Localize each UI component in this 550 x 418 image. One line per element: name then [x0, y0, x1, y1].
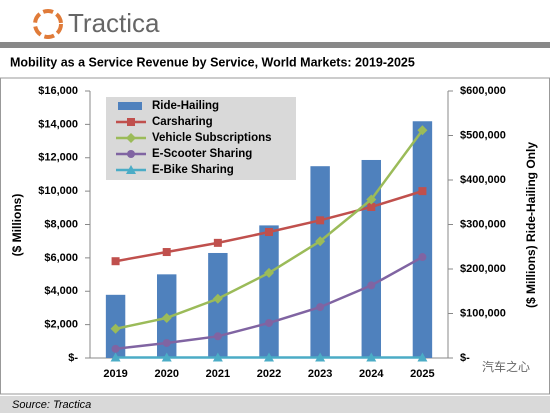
y2-tick-label: $500,000 [460, 129, 506, 141]
logo-icon [33, 9, 63, 39]
marker [316, 303, 325, 312]
watermark: 汽车之心 [482, 359, 530, 374]
y2-tick-label: $- [460, 352, 470, 364]
source-bar [0, 396, 550, 413]
y2-tick-label: $200,000 [460, 263, 506, 275]
marker [367, 202, 376, 211]
marker [316, 216, 325, 225]
y2-tick-label: $300,000 [460, 218, 506, 230]
x-tick-label: 2024 [359, 368, 384, 380]
marker [126, 133, 136, 143]
legend-label: Carsharing [152, 116, 213, 128]
y2-tick-label: $100,000 [460, 307, 506, 319]
marker [418, 187, 427, 196]
chart-title: Mobility as a Service Revenue by Service… [10, 55, 415, 69]
legend-swatch [118, 102, 142, 110]
marker [264, 267, 274, 278]
marker [162, 338, 171, 347]
marker [161, 312, 172, 323]
marker [213, 238, 222, 247]
y-tick-label: $14,000 [38, 118, 78, 130]
marker [367, 281, 376, 290]
marker [366, 194, 377, 205]
marker [417, 352, 428, 362]
bar [412, 121, 433, 358]
marker [418, 253, 427, 262]
marker [126, 165, 136, 174]
marker [315, 236, 326, 247]
header-bar [0, 42, 550, 48]
marker [110, 352, 121, 362]
bar [208, 252, 228, 358]
source: Source: Tractica [12, 399, 91, 411]
y-tick-label: $12,000 [38, 152, 78, 164]
x-tick-label: 2023 [308, 368, 332, 380]
legend-label: Vehicle Subscriptions [152, 132, 272, 144]
marker [162, 248, 171, 257]
legend-label: E-Scooter Sharing [152, 148, 252, 160]
marker [110, 323, 121, 334]
x-tick-label: 2022 [257, 368, 281, 380]
marker [213, 332, 222, 341]
x-tick-label: 2025 [410, 368, 434, 380]
marker [417, 125, 428, 136]
x-tick-label: 2019 [103, 368, 127, 380]
brand: Tractica [68, 8, 160, 38]
marker [212, 293, 223, 304]
y-tick-label: $2,000 [44, 319, 78, 331]
marker [111, 257, 120, 266]
marker [111, 344, 120, 353]
x-tick-label: 2020 [154, 368, 178, 380]
marker [127, 150, 135, 158]
y-tick-label: $8,000 [44, 218, 78, 230]
y-tick-label: $- [68, 352, 78, 364]
marker [265, 318, 273, 327]
marker [315, 352, 326, 362]
marker [127, 118, 135, 126]
y-tick-label: $6,000 [44, 252, 78, 264]
x-tick-label: 2021 [206, 368, 230, 380]
marker [265, 228, 273, 237]
y-tick-label: $10,000 [38, 185, 78, 197]
marker [366, 352, 377, 362]
bar [259, 225, 279, 358]
legend-label: Ride-Hailing [152, 100, 219, 112]
y2-axis-label: ($ Millions) Ride-Hailing Only [524, 142, 538, 308]
y2-tick-label: $400,000 [460, 174, 506, 186]
y-axis-label: ($ Millions) [10, 194, 24, 257]
y-tick-label: $4,000 [44, 285, 78, 297]
bar [310, 166, 330, 358]
marker [264, 352, 274, 362]
y2-tick-label: $600,000 [460, 85, 506, 97]
marker [212, 352, 223, 362]
y-tick-label: $16,000 [38, 85, 78, 97]
marker [161, 352, 172, 362]
legend-label: E-Bike Sharing [152, 164, 234, 176]
